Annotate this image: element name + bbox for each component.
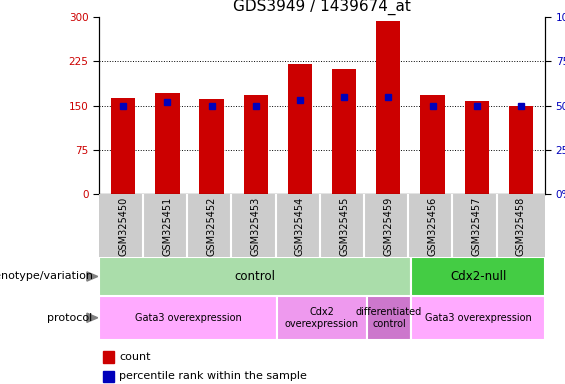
Bar — [244, 95, 268, 194]
Text: differentiated
control: differentiated control — [356, 307, 422, 329]
Bar — [420, 95, 445, 194]
Title: GDS3949 / 1439674_at: GDS3949 / 1439674_at — [233, 0, 411, 15]
Text: percentile rank within the sample: percentile rank within the sample — [119, 371, 307, 381]
Polygon shape — [87, 313, 98, 323]
Polygon shape — [87, 272, 98, 281]
Text: GSM325457: GSM325457 — [472, 197, 482, 257]
Text: Gata3 overexpression: Gata3 overexpression — [135, 313, 241, 323]
Bar — [199, 99, 224, 194]
Text: GSM325454: GSM325454 — [295, 197, 305, 257]
Bar — [376, 22, 401, 194]
Bar — [508, 106, 533, 194]
Bar — [103, 351, 115, 363]
Bar — [464, 101, 489, 194]
Bar — [411, 257, 545, 296]
Bar — [99, 296, 277, 340]
Text: GSM325458: GSM325458 — [516, 197, 526, 257]
Text: GSM325459: GSM325459 — [383, 197, 393, 257]
Text: GSM325452: GSM325452 — [207, 197, 216, 257]
Bar — [367, 296, 411, 340]
Text: GSM325453: GSM325453 — [251, 197, 261, 257]
Bar — [288, 64, 312, 194]
Bar — [111, 98, 136, 194]
Bar — [411, 296, 545, 340]
Text: protocol: protocol — [47, 313, 96, 323]
Bar — [99, 257, 411, 296]
Bar — [103, 371, 115, 382]
Text: GSM325451: GSM325451 — [162, 197, 172, 257]
Bar — [277, 296, 367, 340]
Text: GSM325450: GSM325450 — [118, 197, 128, 257]
Text: count: count — [119, 352, 150, 362]
Text: GSM325456: GSM325456 — [428, 197, 437, 257]
Bar — [332, 69, 357, 194]
Text: Cdx2-null: Cdx2-null — [450, 270, 506, 283]
Bar — [99, 194, 545, 257]
Text: genotype/variation: genotype/variation — [0, 271, 96, 281]
Text: GSM325455: GSM325455 — [339, 197, 349, 257]
Text: Cdx2
overexpression: Cdx2 overexpression — [285, 307, 359, 329]
Text: control: control — [234, 270, 276, 283]
Bar — [155, 93, 180, 194]
Text: Gata3 overexpression: Gata3 overexpression — [425, 313, 532, 323]
